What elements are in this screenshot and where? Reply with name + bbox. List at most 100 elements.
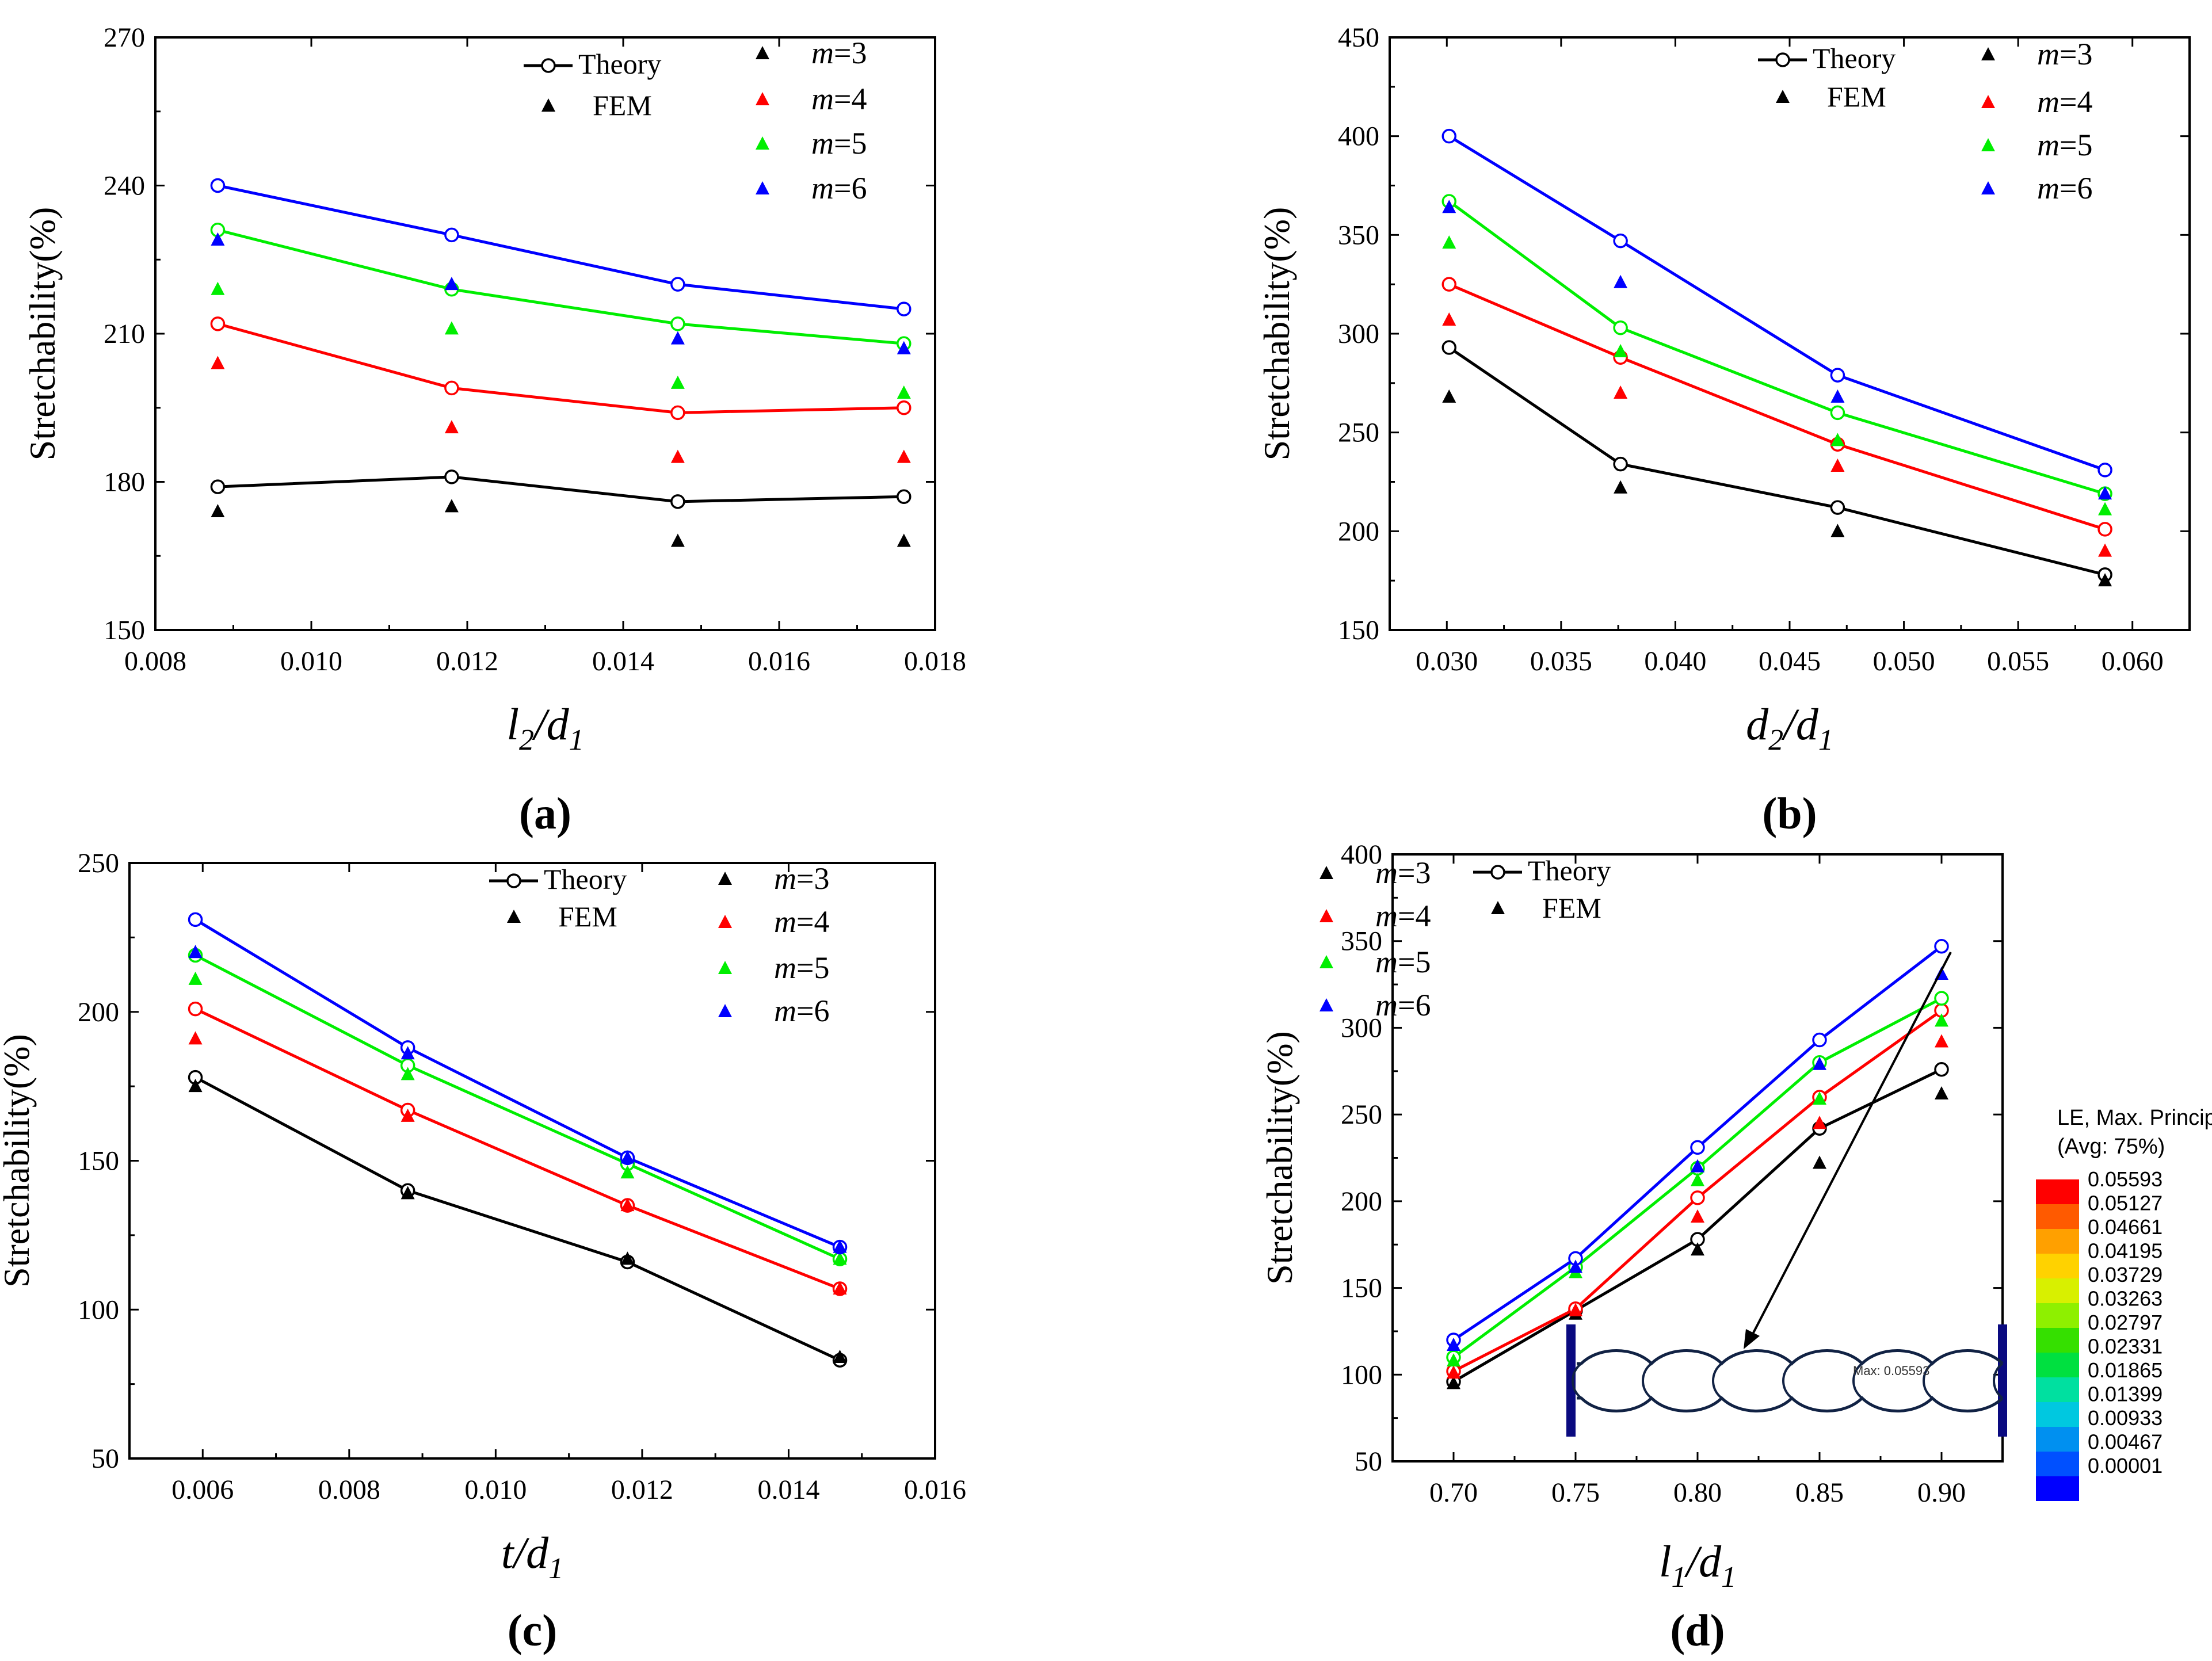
series-m4 xyxy=(210,316,912,463)
legend-fem-label: FEM xyxy=(1542,892,1601,924)
legend-m-value: =4 xyxy=(834,82,867,116)
series-m3 xyxy=(1441,340,2112,587)
colorbar-label: 0.00467 xyxy=(2088,1430,2163,1454)
fem-point xyxy=(1691,1173,1704,1186)
fem-point xyxy=(1442,235,1456,249)
y-axis-label: Stretchability(%) xyxy=(0,1034,37,1288)
x-axis-label-main: l xyxy=(506,699,519,749)
theory-point xyxy=(1812,1032,1827,1048)
x-axis-label-sub: 1 xyxy=(569,724,584,757)
y-tick-label: 150 xyxy=(1341,1273,1382,1304)
inset-link xyxy=(1642,1362,1653,1399)
x-axis-label-div: /d xyxy=(1781,699,1819,749)
legend-m-label: m=3 xyxy=(811,36,867,70)
fem-point xyxy=(188,971,203,985)
fem-point xyxy=(1614,343,1628,357)
y-tick-label: 450 xyxy=(1338,22,1379,53)
fem-point xyxy=(444,277,459,291)
x-tick-label: 0.90 xyxy=(1917,1477,1966,1508)
legend-theory-label: Theory xyxy=(1528,854,1611,887)
theory-line xyxy=(194,1007,841,1290)
legend-m-marker xyxy=(1981,47,1995,60)
series-m3 xyxy=(188,1070,848,1368)
fem-point xyxy=(1442,389,1456,403)
fem-point xyxy=(833,1350,847,1364)
theory-point xyxy=(1830,405,1845,421)
fem-point xyxy=(897,341,911,354)
x-tick-label: 0.016 xyxy=(904,1475,966,1505)
legend-m-prefix: m xyxy=(1375,988,1398,1022)
fem-point xyxy=(211,281,225,295)
y-axis-label: Stretchability(%) xyxy=(1256,207,1297,461)
series-m6 xyxy=(188,912,848,1255)
fem-point xyxy=(1935,1086,1948,1099)
series-m3 xyxy=(1446,1062,1949,1389)
fem-point xyxy=(2098,502,2112,516)
y-tick-label: 100 xyxy=(78,1295,119,1325)
x-tick-label: 0.008 xyxy=(318,1475,380,1505)
x-tick-label: 0.75 xyxy=(1551,1477,1600,1508)
theory-point xyxy=(670,405,685,421)
panel-label: (a) xyxy=(519,788,571,838)
x-tick-label: 0.85 xyxy=(1795,1477,1844,1508)
colorbar-swatch xyxy=(2036,1452,2079,1476)
legend-m-marker xyxy=(718,1004,732,1017)
fem-point xyxy=(444,321,459,335)
theory-point xyxy=(444,380,459,396)
fem-point xyxy=(620,1165,635,1179)
fem-point xyxy=(2098,573,2112,587)
theory-point xyxy=(897,489,912,504)
fem-point xyxy=(2098,486,2112,500)
fem-point xyxy=(1614,385,1628,399)
theory-point xyxy=(1830,500,1845,515)
fem-point xyxy=(897,449,911,463)
x-tick-label: 0.040 xyxy=(1644,646,1706,677)
fem-point xyxy=(1447,1376,1460,1389)
panel-label: (d) xyxy=(1670,1605,1725,1655)
x-axis-label-sub: 1 xyxy=(1672,1561,1687,1594)
fem-point xyxy=(620,1251,635,1265)
series-m4 xyxy=(1441,277,2112,557)
legend-m-label: m=6 xyxy=(811,171,867,205)
panel-d: 0.70 0.75 0.80 0.85 0.90 50 100 150 200 250 300 350… xyxy=(1259,839,2212,1655)
legend-m-prefix: m xyxy=(774,904,796,939)
y-tick-label: 200 xyxy=(1338,516,1379,547)
fem-point xyxy=(1447,1338,1460,1351)
fem-point xyxy=(1830,389,1845,403)
x-axis-label: l2/d1 xyxy=(506,699,583,757)
fem-point xyxy=(211,232,225,246)
series-m3 xyxy=(210,469,912,547)
legend-m-label: m=4 xyxy=(2037,85,2092,119)
legend-m-prefix: m xyxy=(811,36,834,70)
inset-link xyxy=(1993,1362,2004,1399)
colorbar-label: 0.01399 xyxy=(2088,1383,2163,1406)
theory-point xyxy=(188,1001,203,1017)
theory-point xyxy=(1441,340,1457,355)
fem-point xyxy=(1813,1056,1826,1070)
legend-m-value: =5 xyxy=(834,126,867,161)
legend-m-marker xyxy=(718,961,732,974)
fem-point xyxy=(897,533,911,547)
fem-point xyxy=(1614,480,1628,494)
x-axis-label-main: d xyxy=(1746,699,1769,749)
legend-m-value: =3 xyxy=(834,36,867,70)
fem-point xyxy=(401,1046,415,1060)
colorbar-swatch xyxy=(2036,1427,2079,1452)
y-tick-label: 150 xyxy=(78,1146,119,1177)
inset-max-label: Max: 0.05593 xyxy=(1853,1364,1929,1378)
inset-left-bar xyxy=(1566,1324,1576,1437)
y-tick-label: 250 xyxy=(1338,418,1379,448)
x-axis-label: l1/d1 xyxy=(1659,1536,1736,1594)
colorbar-label: 0.05127 xyxy=(2088,1192,2163,1215)
legend-m-marker xyxy=(1981,95,1995,108)
series-m5 xyxy=(1446,991,1949,1367)
fem-point xyxy=(1447,1353,1460,1367)
fem-point xyxy=(211,356,225,369)
panel-label: (b) xyxy=(1762,788,1817,838)
theory-point xyxy=(2097,522,2112,537)
colorbar-swatch xyxy=(2036,1254,2079,1278)
theory-point xyxy=(188,912,203,927)
fem-point xyxy=(1442,312,1456,326)
y-axis-label: Stretchability(%) xyxy=(22,207,63,461)
